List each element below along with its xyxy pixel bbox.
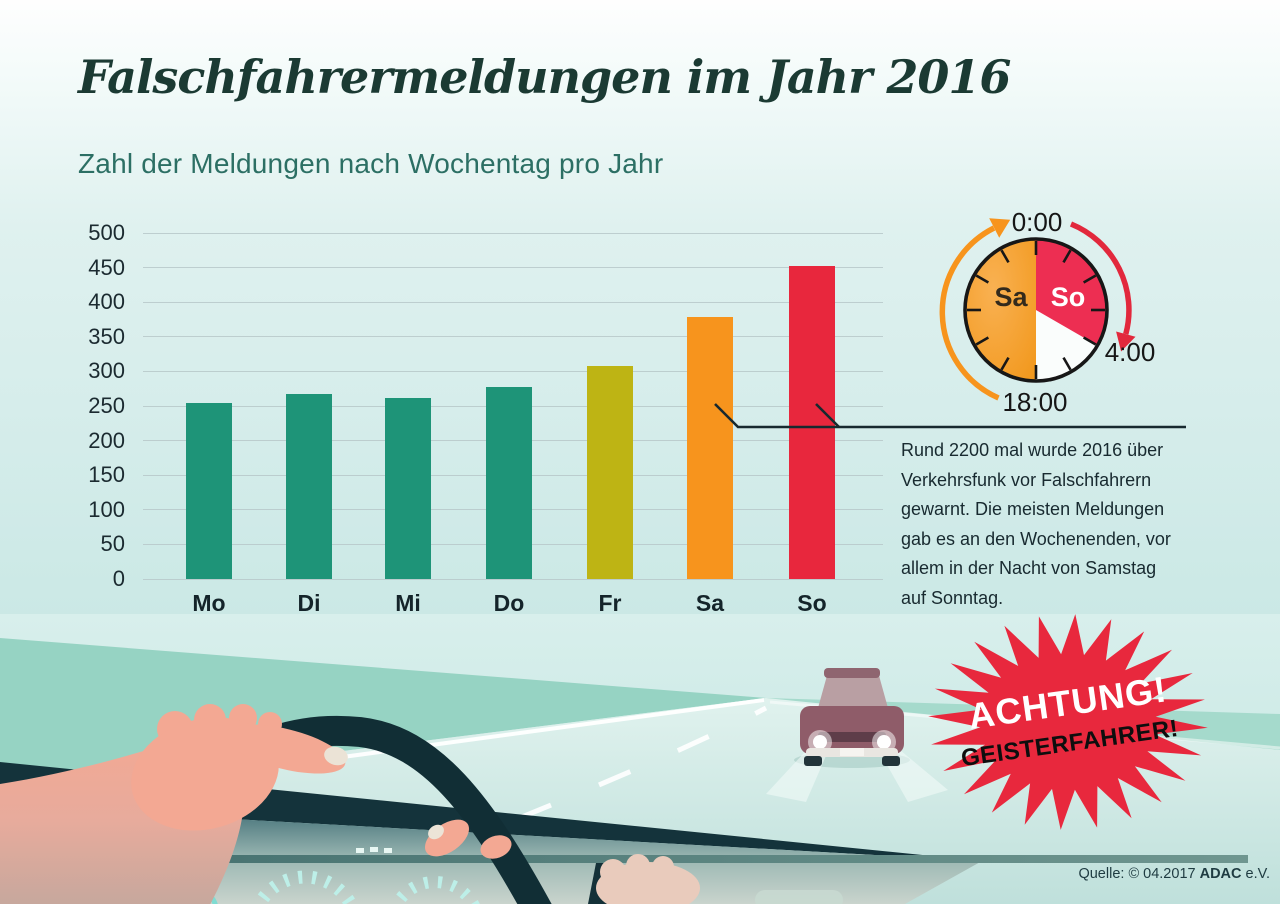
x-tick-label-mo: Mo bbox=[192, 590, 226, 616]
source-suffix: e.V. bbox=[1241, 866, 1270, 882]
car-wheel-left bbox=[804, 756, 822, 766]
y-tick-label-300: 300 bbox=[88, 358, 125, 384]
gauge-dash bbox=[356, 848, 364, 853]
source-prefix: Quelle: © 04.2017 bbox=[1078, 866, 1200, 882]
car-license-plate bbox=[840, 748, 864, 756]
bar-di bbox=[286, 393, 332, 579]
car-grille bbox=[818, 732, 886, 742]
clock-ticks bbox=[967, 241, 1105, 379]
y-tick-label-100: 100 bbox=[88, 496, 125, 522]
annotation-line: allem in der Nacht von Samstag bbox=[901, 558, 1157, 578]
right-hand-palm bbox=[596, 862, 700, 904]
y-tick-label-400: 400 bbox=[88, 289, 125, 315]
gridline-0 bbox=[143, 578, 883, 580]
gridline-300 bbox=[143, 370, 883, 372]
clock-time-midnight: 0:00 bbox=[1012, 207, 1063, 237]
y-tick-label-0: 0 bbox=[112, 566, 125, 591]
source-credit: Quelle: © 04.2017 ADAC e.V. bbox=[950, 866, 1270, 882]
clock-time-4am: 4:00 bbox=[1105, 337, 1156, 367]
bar-mo bbox=[186, 402, 232, 579]
clock-tick bbox=[1082, 274, 1097, 284]
y-tick-label-450: 450 bbox=[88, 254, 125, 280]
clock-tick bbox=[975, 336, 990, 346]
car-cabin bbox=[818, 672, 888, 708]
x-tick-label-do: Do bbox=[493, 590, 525, 616]
warning-starburst: ACHTUNG! GEISTERFAHRER! bbox=[928, 614, 1208, 830]
clock-tick bbox=[1062, 356, 1072, 371]
weekend-clock-illustration: Sa So 0:00 4:00 18:00 bbox=[939, 207, 1156, 417]
x-tick-label-mi: Mi bbox=[395, 590, 421, 616]
car-wheel-right bbox=[882, 756, 900, 766]
right-hand bbox=[425, 819, 700, 904]
clock-tick bbox=[1082, 336, 1097, 346]
y-tick-label-500: 500 bbox=[88, 220, 125, 245]
right-thumb-nail bbox=[428, 824, 444, 840]
annotation-line: gewarnt. Die meisten Meldungen bbox=[901, 499, 1165, 519]
bar-so bbox=[789, 266, 835, 579]
red-arrow-head bbox=[1116, 331, 1136, 352]
orange-arrow-arc bbox=[939, 225, 1000, 401]
x-tick-label-so: So bbox=[797, 590, 827, 616]
annotation-line: Verkehrsfunk vor Falschfahrern bbox=[901, 469, 1152, 490]
car-roof bbox=[824, 668, 880, 678]
gridline-450 bbox=[143, 267, 883, 269]
clock-tick bbox=[1000, 356, 1010, 371]
left-index-finger bbox=[224, 724, 346, 774]
left-finger-nail bbox=[324, 746, 348, 766]
red-arrow-arc bbox=[1069, 221, 1132, 335]
headlight-right bbox=[877, 735, 891, 749]
y-tick-label-50: 50 bbox=[100, 531, 125, 557]
gauge-dash bbox=[370, 847, 378, 852]
y-tick-label-350: 350 bbox=[88, 323, 125, 349]
right-finger bbox=[480, 835, 512, 859]
clock-label-so: So bbox=[1051, 282, 1086, 312]
bar-chart: 0 50 100 150 200 250 300 350 400 450 500 Mo Di Mi Do Fr… bbox=[88, 221, 883, 616]
page-title: Falschfahrermeldungen im Jahr 2016 bbox=[78, 50, 1011, 104]
gridline-350 bbox=[143, 336, 883, 338]
chart-subtitle: Zahl der Meldungen nach Wochentag pro Ja… bbox=[78, 148, 664, 179]
clock-label-sa: Sa bbox=[994, 282, 1028, 312]
bar-mi bbox=[385, 397, 431, 579]
source-org: ADAC bbox=[1199, 866, 1242, 882]
x-tick-label-di: Di bbox=[297, 590, 321, 616]
clock-tick bbox=[975, 274, 990, 284]
y-tick-label-250: 250 bbox=[88, 393, 125, 418]
clock-time-6pm: 18:00 bbox=[1002, 387, 1067, 417]
annotation-line: Rund 2200 mal wurde 2016 über bbox=[901, 440, 1164, 460]
x-tick-label-fr: Fr bbox=[598, 590, 622, 616]
gauge-dash bbox=[384, 848, 392, 853]
y-tick-label-200: 200 bbox=[88, 427, 125, 453]
clock-segment-saturday bbox=[965, 239, 1036, 381]
bar-sa bbox=[687, 317, 733, 579]
left-hand-and-arm bbox=[0, 704, 348, 904]
starburst-shape bbox=[928, 614, 1208, 830]
orange-arrow-head bbox=[989, 218, 1011, 238]
bar-do bbox=[486, 386, 532, 579]
clock-outline bbox=[963, 237, 1109, 383]
y-tick-label-150: 150 bbox=[88, 462, 125, 488]
clock-tick bbox=[1062, 249, 1072, 264]
gridline-500 bbox=[143, 232, 883, 234]
headlight-left bbox=[813, 735, 827, 749]
oncoming-car bbox=[766, 668, 948, 802]
annotation-line: gab es an den Wochenenden, vor bbox=[901, 528, 1171, 549]
gridline-400 bbox=[143, 301, 883, 303]
dashboard-vent bbox=[755, 890, 843, 904]
bar-fr bbox=[587, 365, 633, 579]
clock-tick bbox=[1000, 249, 1010, 264]
x-tick-label-sa: Sa bbox=[695, 590, 725, 616]
annotation-line: auf Sonntag. bbox=[901, 587, 1004, 608]
annotation-text: Rund 2200 mal wurde 2016 über Verkehrsfu… bbox=[901, 436, 1171, 613]
